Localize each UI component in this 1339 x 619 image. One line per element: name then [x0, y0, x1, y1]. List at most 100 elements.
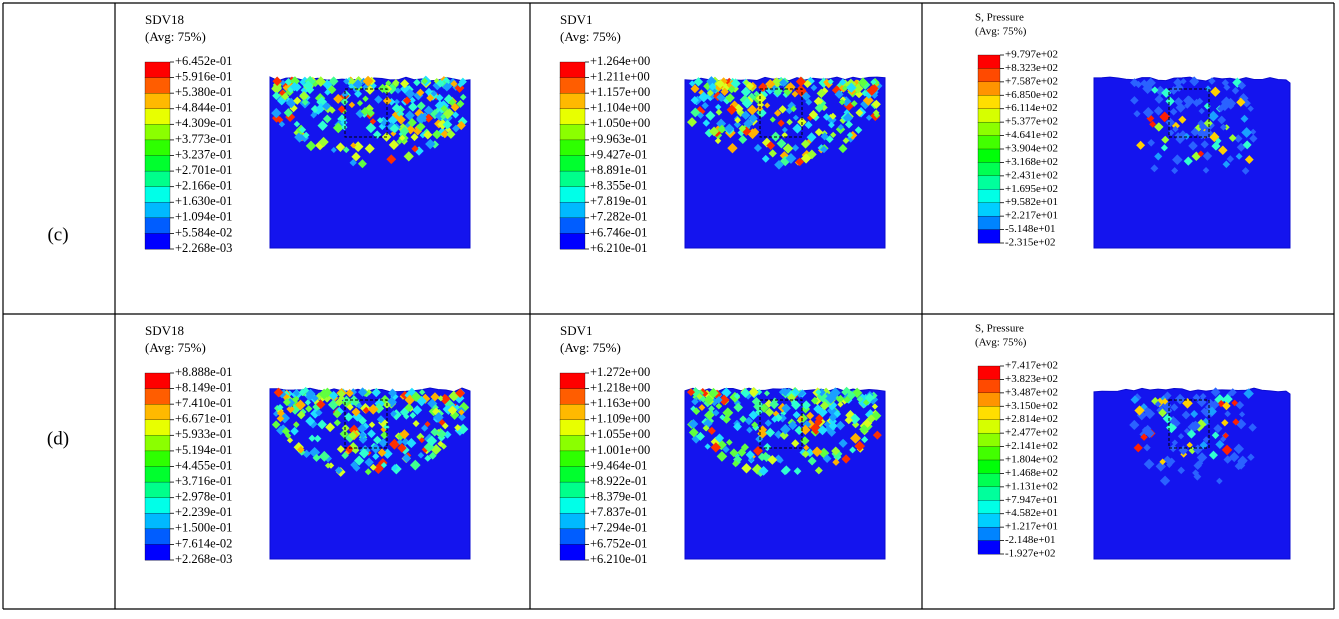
- mesh-element: [404, 110, 415, 121]
- mesh-element: [362, 75, 374, 87]
- mesh-element: [695, 431, 705, 441]
- mesh-element: [1238, 93, 1249, 104]
- mesh-element: [1169, 107, 1178, 116]
- mesh-element: [455, 388, 466, 398]
- legend-label: +8.355e-01: [590, 179, 647, 193]
- mesh-element: [1202, 127, 1214, 139]
- mesh-element: [369, 463, 377, 471]
- mesh-element: [430, 90, 438, 97]
- mesh-element: [416, 88, 425, 97]
- mesh-element: [276, 409, 285, 418]
- mesh-element: [1183, 156, 1193, 166]
- mesh-element: [388, 139, 400, 150]
- mesh-element: [404, 88, 416, 99]
- mesh-element: [1153, 106, 1164, 116]
- legend-label: +2.701e-01: [175, 163, 232, 177]
- mesh-element: [805, 448, 815, 458]
- legend-label: +4.455e-01: [175, 458, 232, 472]
- mesh-element: [815, 414, 824, 423]
- mesh-element: [1207, 110, 1219, 122]
- mesh-element: [301, 98, 309, 106]
- mesh-element: [751, 463, 763, 475]
- mesh-element: [779, 78, 788, 87]
- mesh-element: [790, 105, 797, 113]
- legend-band: [977, 175, 1001, 190]
- mesh-element: [1177, 466, 1186, 475]
- mesh-element: [792, 123, 803, 134]
- mesh-element: [1196, 459, 1204, 467]
- mesh-element: [780, 387, 790, 397]
- mesh-element: [421, 445, 429, 453]
- mesh-element: [727, 142, 738, 154]
- mesh-element: [442, 394, 450, 403]
- mesh-element: [1203, 118, 1213, 128]
- mesh-element: [1144, 408, 1156, 420]
- legend-label: -5.148e+01: [1005, 223, 1056, 235]
- mesh-element: [424, 454, 432, 462]
- legend-label: +1.218e+00: [590, 380, 650, 394]
- mesh-element: [426, 435, 438, 447]
- legend-band: [977, 54, 1001, 69]
- mesh-element: [834, 89, 844, 99]
- legend-label: +4.844e-01: [175, 101, 232, 115]
- mesh-element: [285, 97, 297, 109]
- mesh-element: [1199, 440, 1208, 450]
- mesh-element: [733, 103, 744, 114]
- mesh-element: [424, 421, 431, 428]
- mesh-element: [757, 452, 767, 462]
- legend-band: [977, 68, 1001, 83]
- mesh-element: [286, 437, 294, 444]
- mesh-element: [715, 79, 725, 89]
- mesh-element: [795, 84, 807, 96]
- mesh-element: [701, 101, 709, 110]
- legend-band: [144, 202, 171, 219]
- mesh-element: [345, 388, 354, 398]
- legend-band: [559, 233, 586, 250]
- mesh-element: [1250, 128, 1257, 136]
- mesh-element: [1171, 121, 1180, 130]
- legend-label: +3.487e+02: [1005, 386, 1058, 398]
- mesh-element: [752, 424, 760, 432]
- mesh-element: [761, 137, 772, 148]
- legend-label: +5.584e-02: [175, 225, 232, 239]
- mesh-element: [428, 451, 437, 460]
- mesh-element: [1134, 405, 1145, 416]
- mesh-element: [794, 425, 804, 435]
- mesh-element: [801, 400, 811, 410]
- legend-band: [144, 466, 171, 483]
- mesh-element: [447, 405, 458, 416]
- legend-label: +2.268e-03: [175, 241, 232, 255]
- legend-label: +1.050e+00: [590, 116, 650, 130]
- mesh-element: [1222, 393, 1233, 405]
- mesh-element: [813, 96, 824, 107]
- mesh-element: [352, 79, 363, 90]
- mesh-element: [1177, 433, 1185, 440]
- mesh-element: [1226, 155, 1235, 163]
- panel-title: SDV18: [145, 12, 184, 27]
- legend-label: +8.922e-01: [590, 474, 647, 488]
- mesh-element: [693, 77, 704, 87]
- mesh-element: [764, 407, 775, 417]
- mesh-element: [740, 443, 750, 452]
- mesh-element: [322, 114, 332, 124]
- mesh-element: [387, 84, 397, 94]
- mesh-element: [808, 109, 819, 120]
- mesh-element: [820, 103, 828, 112]
- mesh-element: [1197, 150, 1205, 158]
- legend-band: [977, 135, 1001, 150]
- mesh-element: [448, 98, 457, 106]
- mesh-element: [708, 405, 715, 413]
- mesh-element: [814, 417, 823, 427]
- mesh-element: [1222, 160, 1231, 169]
- legend-band: [559, 497, 586, 514]
- legend-label: +6.114e+02: [1005, 102, 1058, 114]
- mesh-element: [715, 108, 723, 116]
- mesh-element: [792, 410, 801, 419]
- mesh-element: [351, 446, 360, 455]
- legend-label: +1.264e+00: [590, 54, 650, 68]
- mesh-element: [1215, 137, 1222, 145]
- mesh-element: [1181, 410, 1191, 420]
- mesh-element: [317, 419, 327, 430]
- mesh-element: [419, 389, 426, 396]
- mesh-element: [272, 410, 280, 417]
